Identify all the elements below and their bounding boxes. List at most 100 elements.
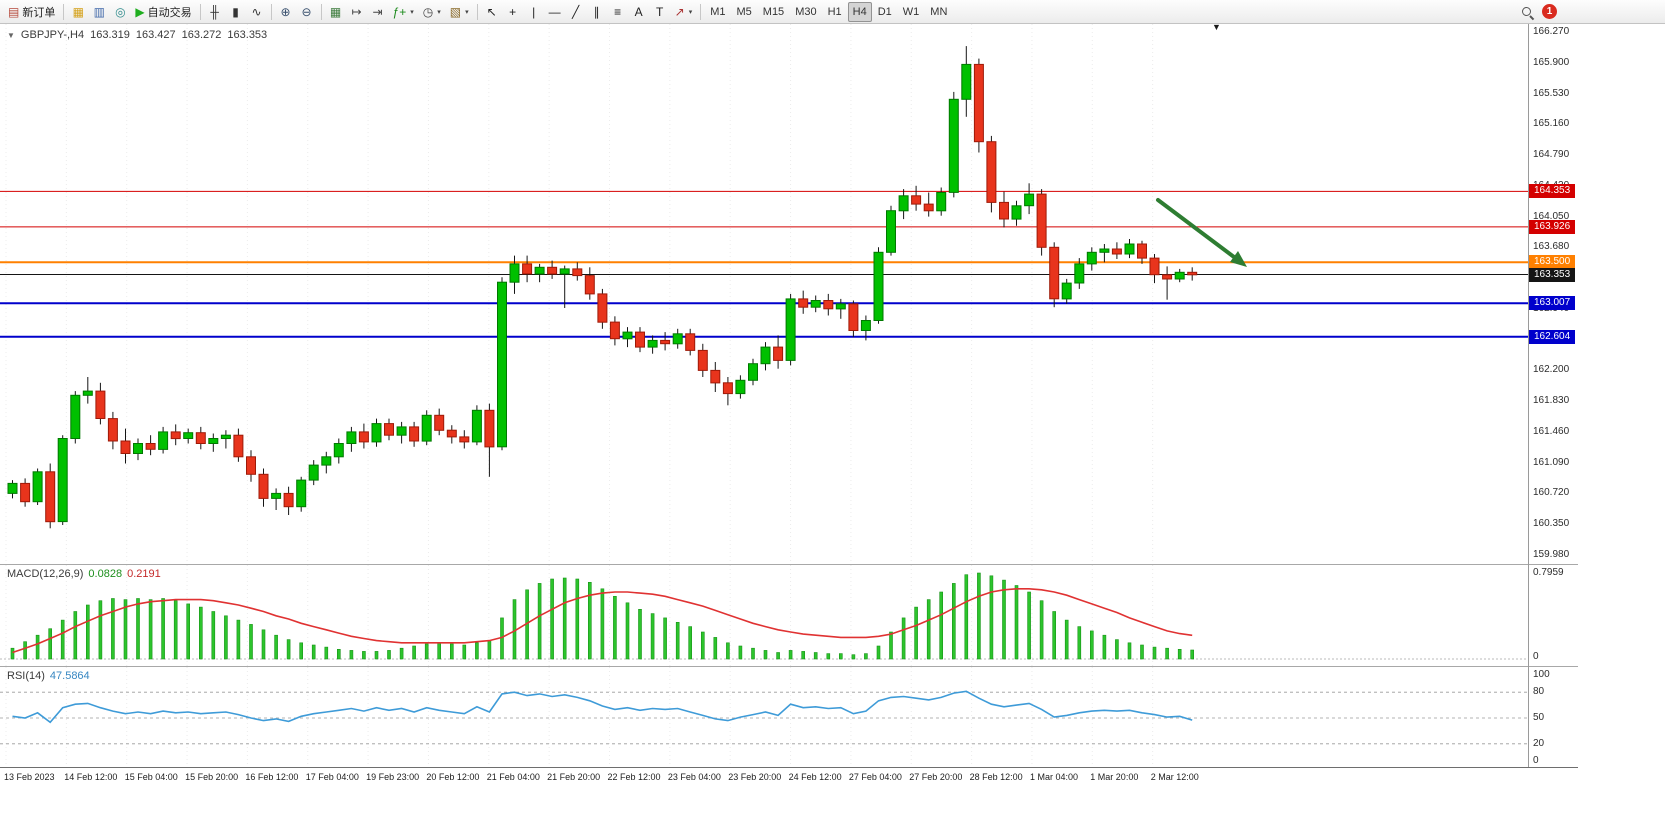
time-axis-label: 1 Mar 20:00 [1090, 772, 1139, 782]
autotrade-button[interactable]: ▶ 自动交易 [131, 2, 195, 22]
button-label: 自动交易 [147, 6, 192, 19]
new-order-button[interactable]: ▤ 新订单 [4, 2, 59, 22]
data-window-icon[interactable]: ▥ [89, 2, 109, 22]
timeframe-d1-button[interactable]: D1 [873, 2, 897, 22]
navigator-icon[interactable]: ◎ [110, 2, 130, 22]
ohlc-bars-icon[interactable]: ╫ [205, 2, 225, 22]
cursor-icon[interactable]: ↖ [482, 2, 502, 22]
zoom-in-icon-glyph: ⊕ [280, 4, 291, 19]
price-axis-label: 162.200 [1533, 364, 1570, 376]
rsi-axis-label: 80 [1533, 686, 1545, 698]
rsi-axis-label: 20 [1533, 737, 1545, 749]
indicators-button[interactable]: ƒ+ ▾ [389, 2, 418, 22]
auto-scroll-icon[interactable]: ↦ [347, 2, 367, 22]
time-axis[interactable]: 13 Feb 2023 14 Feb 12:00 15 Feb 04:00 15 Fe… [0, 767, 1578, 787]
crosshair-icon[interactable]: + [503, 2, 523, 22]
time-axis-label: 22 Feb 12:00 [607, 772, 661, 782]
zoom-in-icon[interactable]: ⊕ [276, 2, 296, 22]
timeframe-h1-button[interactable]: H1 [823, 2, 847, 22]
price-axis-separator [1528, 24, 1529, 767]
autotrade-glyph: ▶ [135, 4, 145, 19]
timeframe-h4-button[interactable]: H4 [847, 1, 872, 22]
trendline-icon-glyph: ╱ [572, 4, 580, 19]
price-axis-label: 165.900 [1533, 56, 1570, 68]
price-axis-label: 163.680 [1533, 241, 1570, 253]
trendline-icon[interactable]: ╱ [566, 2, 586, 22]
timeframe-m5-button[interactable]: M5 [732, 2, 757, 22]
timeframe-m15-button[interactable]: M15 [758, 2, 789, 22]
search-glyph [1520, 5, 1534, 19]
price-chart-panel[interactable]: ▼ GBPJPY-,H4 163.319 163.427 163.272 163… [0, 24, 1578, 564]
symbol-period-label: GBPJPY-,H4 [20, 29, 85, 41]
zoom-out-icon[interactable]: ⊖ [297, 2, 317, 22]
price-axis-label: 161.090 [1533, 456, 1570, 468]
timeframe-m30-button[interactable]: M30 [790, 2, 821, 22]
market-watch-icon-glyph: ▦ [72, 4, 85, 19]
label-icon-glyph: T [655, 4, 664, 19]
toolbar-separator [700, 3, 702, 20]
macd-name: MACD(12,26,9) [7, 568, 84, 580]
price-axis-label: 161.460 [1533, 425, 1570, 437]
rsi-chart[interactable] [0, 667, 1528, 767]
search-icon[interactable] [1516, 2, 1538, 22]
toolbar-separator [199, 3, 201, 20]
indicators-glyph: ƒ+ [392, 4, 407, 19]
scroll-position-marker-icon[interactable]: ▼ [1212, 24, 1221, 32]
price-axis-label: 164.050 [1533, 210, 1570, 222]
arrows-button[interactable]: ↗ ▾ [671, 2, 697, 22]
market-watch-icon[interactable]: ▦ [68, 2, 88, 22]
price-badge: 162.604 [1529, 329, 1575, 344]
toolbar-separator [476, 3, 478, 20]
macd-value-main: 0.0828 [88, 568, 123, 580]
macd-panel[interactable]: MACD(12,26,9) 0.0828 0.2191 0.7959 0 [0, 564, 1578, 666]
text-icon[interactable]: A [629, 2, 649, 22]
line-chart-icon[interactable]: ∿ [247, 2, 267, 22]
vertical-line-icon[interactable]: | [524, 2, 544, 22]
toolbar-separator [63, 3, 65, 20]
rsi-value: 47.5864 [49, 670, 90, 682]
time-axis-label: 15 Feb 20:00 [185, 772, 239, 782]
timeframe-m1-button[interactable]: M1 [705, 2, 730, 22]
timeframe-w1-button[interactable]: W1 [898, 2, 925, 22]
price-axis-label: 165.160 [1533, 118, 1570, 130]
time-axis-label: 19 Feb 23:00 [366, 772, 420, 782]
collapse-chart-icon[interactable]: ▼ [7, 30, 15, 40]
rsi-panel[interactable]: RSI(14) 47.5864 100 80 50 20 0 [0, 666, 1578, 767]
label-icon[interactable]: T [650, 2, 670, 22]
periods-button[interactable]: ◷ ▾ [419, 2, 445, 22]
templates-button[interactable]: ▧ ▾ [446, 2, 473, 22]
dropdown-caret-icon: ▾ [410, 8, 414, 16]
fibonacci-icon[interactable]: ≡ [608, 2, 628, 22]
time-axis-label: 15 Feb 04:00 [124, 772, 178, 782]
chart-window: ▼ GBPJPY-,H4 163.319 163.427 163.272 163… [0, 24, 1578, 787]
chart-shift-icon[interactable]: ⇥ [368, 2, 388, 22]
rsi-axis-label: 100 [1533, 669, 1550, 680]
macd-chart[interactable] [0, 565, 1528, 666]
dropdown-caret-icon: ▾ [688, 8, 693, 16]
horizontal-line-icon[interactable]: — [545, 2, 565, 22]
price-badge: 163.926 [1529, 219, 1575, 234]
timeframe-mn-button[interactable]: MN [925, 2, 952, 22]
candlestick-chart[interactable] [0, 24, 1528, 564]
chart-title: ▼ GBPJPY-,H4 163.319 163.427 163.272 163… [7, 29, 267, 41]
cursor-icon-glyph: ↖ [486, 4, 497, 19]
mt4-terminal: ▤ 新订单 ▦ ▥ ◎ ▶ 自动交易 ╫ ▮ ∿ ⊕ ⊖ ▦ ↦ ⇥ ƒ+ ▾ ◷ ▾ ▧ ▾ ↖ + | — ╱ ∥ ≡ A T ↗ ▾ M1… [0, 0, 1665, 787]
toolbar-main-group: ▤ 新订单 ▦ ▥ ◎ ▶ 自动交易 ╫ ▮ ∿ ⊕ ⊖ ▦ ↦ ⇥ ƒ+ ▾ ◷ ▾ ▧ ▾ ↖ + | — ╱ ∥ ≡ A T ↗ ▾ M1… [4, 1, 952, 22]
auto-scroll-icon-glyph: ↦ [351, 4, 362, 19]
ohlc-close: 163.353 [227, 29, 268, 41]
price-axis-label: 159.980 [1533, 548, 1570, 560]
price-axis-label: 160.720 [1533, 487, 1570, 499]
data-window-icon-glyph: ▥ [93, 4, 106, 19]
price-axis-label: 164.790 [1533, 149, 1570, 161]
time-axis-label: 13 Feb 2023 [4, 772, 55, 782]
price-axis-label: 165.530 [1533, 87, 1570, 99]
candlesticks-icon[interactable]: ▮ [226, 2, 246, 22]
time-axis-label: 2 Mar 12:00 [1150, 772, 1199, 782]
tile-windows-icon[interactable]: ▦ [326, 2, 346, 22]
chart-shift-icon-glyph: ⇥ [372, 4, 383, 19]
channel-icon[interactable]: ∥ [587, 2, 607, 22]
price-badge: 163.353 [1529, 267, 1575, 282]
ohlc-bars-icon-glyph: ╫ [210, 4, 219, 19]
notification-badge[interactable]: 1 [1542, 4, 1557, 19]
ohlc-high: 163.427 [135, 29, 176, 41]
